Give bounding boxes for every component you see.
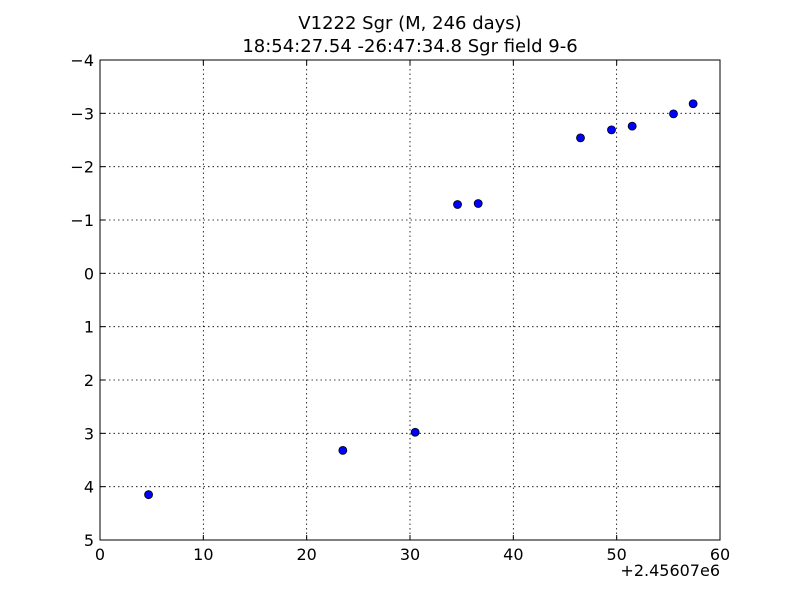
data-point	[627, 121, 637, 131]
y-tick-label: 5	[84, 531, 94, 550]
data-point	[410, 427, 420, 437]
y-tick-label: 4	[84, 478, 94, 497]
data-point	[338, 445, 348, 455]
y-tick-label: −2	[70, 158, 94, 177]
data-point	[453, 200, 462, 209]
y-tick-label: −4	[70, 51, 94, 70]
data-point	[144, 490, 153, 500]
x-tick-label: 60	[710, 545, 730, 564]
x-tick-label: 10	[193, 545, 213, 564]
y-tick-label: −1	[70, 211, 94, 230]
x-tick-label: 0	[95, 545, 105, 564]
y-tick-label: 3	[84, 424, 94, 443]
y-tick-label: 0	[84, 264, 94, 283]
tick-labels: 0 10 20 30 40 50 60 −4 −3 −2 −1 0 1 2 3 4 5	[70, 51, 730, 564]
data-point	[607, 125, 616, 135]
x-tick-label: 50	[606, 545, 626, 564]
y-tick-label: 2	[84, 371, 94, 390]
data-point	[688, 99, 698, 109]
data-point	[576, 133, 585, 143]
data-point	[473, 199, 483, 208]
x-tick-label: 20	[296, 545, 316, 564]
chart-subtitle: 18:54:27.54 -26:47:34.8 Sgr field 9-6	[242, 36, 577, 57]
x-tick-label: 40	[503, 545, 523, 564]
x-tick-label: 30	[400, 545, 420, 564]
chart-title: V1222 Sgr (M, 246 days)	[298, 13, 521, 34]
axis-ticks	[99, 59, 721, 541]
y-tick-label: −3	[70, 104, 94, 123]
x-offset-label: +2.45607e6	[620, 561, 720, 580]
data-point	[669, 109, 678, 119]
data-points	[144, 99, 698, 500]
grid	[100, 60, 720, 540]
y-tick-label: 1	[84, 318, 94, 337]
